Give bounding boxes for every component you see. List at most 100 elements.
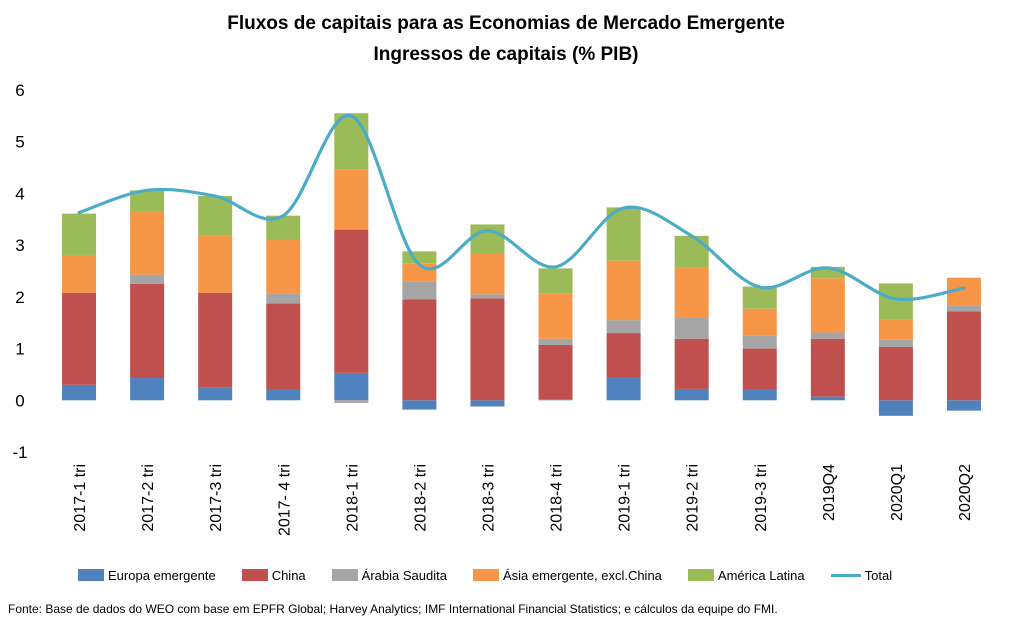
bar-3-8: [606, 260, 641, 321]
legend-item-total: Total: [830, 567, 893, 583]
bar-3-0: [62, 254, 97, 293]
bar-0-6: [470, 400, 505, 407]
legend-item-china: China: [241, 567, 306, 583]
bar-1-4: [334, 229, 369, 373]
bar-3-1: [130, 211, 165, 275]
bar-2-12: [878, 339, 913, 348]
x-tick-label: 2018-2 tri: [412, 464, 429, 532]
bar-4-7: [538, 268, 573, 294]
x-tick-label: 2019Q4: [821, 464, 838, 521]
y-tick-label: 4: [15, 184, 24, 203]
bar-2-1: [130, 274, 165, 284]
bar-3-11: [810, 278, 845, 333]
legend-swatch-latina: [687, 569, 714, 581]
bar-2-10: [742, 335, 777, 349]
bar-1-7: [538, 344, 573, 400]
bar-3-6: [470, 253, 505, 295]
bar-1-11: [810, 338, 845, 397]
bar-0-7: [538, 399, 573, 401]
bar-0-0: [62, 384, 97, 401]
bar-0-4: [334, 372, 369, 401]
bar-0-8: [606, 377, 641, 401]
y-tick-label: 0: [15, 391, 24, 410]
bar-0-1: [130, 378, 165, 401]
y-tick-label: 6: [15, 81, 24, 100]
y-tick-label: 5: [15, 133, 24, 152]
bar-1-3: [266, 303, 301, 390]
chart-title: Fluxos de capitais para as Economias de …: [227, 13, 785, 34]
bar-0-3: [266, 389, 301, 401]
x-tick-label: 2019-1 tri: [617, 464, 634, 532]
y-tick-label: -1: [12, 443, 27, 462]
legend-swatch-asia: [472, 569, 499, 581]
total-line-layer: [77, 114, 966, 302]
bar-1-13: [946, 311, 981, 401]
bar-4-5: [402, 251, 437, 264]
bar-1-0: [62, 292, 97, 385]
bar-1-1: [130, 283, 165, 379]
stacked-bar-chart: -1 0 1 2 3 4 5 6 2017-1 tri 2017-2 tri 2017-3 tri 2…: [12, 81, 981, 536]
legend-swatch-china: [241, 569, 268, 581]
bar-3-10: [742, 308, 777, 336]
bar-4-0: [62, 213, 97, 255]
bar-4-10: [742, 286, 777, 309]
bar-2-5: [402, 281, 437, 300]
legend-label-europa: Europa emergente: [108, 567, 216, 583]
x-tick-label: 2018-1 tri: [344, 464, 361, 532]
bar-0-2: [198, 387, 233, 401]
x-tick-label: 2018-3 tri: [480, 464, 497, 532]
y-tick-label: 2: [15, 288, 24, 307]
legend: Europa emergente China Árabia Saudita Ás…: [78, 566, 918, 584]
bar-0-10: [742, 389, 777, 401]
bar-0-9: [674, 388, 709, 401]
bar-0-12: [878, 400, 913, 416]
bar-2-8: [606, 320, 641, 334]
legend-item-arabia: Árabia Saudita: [331, 567, 447, 583]
bar-4-4: [334, 113, 369, 170]
x-tick-label: 2017-1 tri: [72, 464, 89, 532]
legend-label-china: China: [271, 567, 306, 583]
x-tick-label: 2018-4 tri: [549, 464, 566, 532]
x-tick-label: 2019-2 tri: [685, 464, 702, 532]
legend-swatch-arabia: [331, 569, 358, 581]
source-note: Fonte: Base de dados do WEO com base em …: [8, 602, 778, 616]
bar-0-11: [810, 396, 845, 401]
x-tick-label: 2017- 4 tri: [276, 464, 293, 536]
bar-3-7: [538, 293, 573, 339]
legend-label-arabia: Árabia Saudita: [361, 567, 447, 583]
bar-2-11: [810, 332, 845, 339]
bar-4-1: [130, 190, 165, 212]
y-tick-label: 3: [15, 236, 24, 255]
bar-4-11: [810, 266, 845, 279]
legend-label-asia: Ásia emergente, excl.China: [502, 567, 662, 583]
bar-2-9: [674, 318, 709, 339]
bar-2-3: [266, 293, 301, 304]
bar-4-6: [470, 224, 505, 254]
bar-3-4: [334, 169, 369, 230]
y-tick-label: 1: [15, 340, 24, 359]
bar-1-10: [742, 348, 777, 390]
x-tick-label: 2020Q1: [889, 464, 906, 521]
bar-3-9: [674, 267, 709, 319]
bar-4-9: [674, 235, 709, 268]
bar-3-3: [266, 239, 301, 294]
legend-swatch-europa: [78, 569, 104, 581]
x-tick-label: 2019-3 tri: [753, 464, 770, 532]
bar-4-8: [606, 207, 641, 261]
bar-3-12: [878, 319, 913, 340]
x-tick-label: 2017-2 tri: [140, 464, 157, 532]
bar-1-6: [470, 298, 505, 401]
bar-1-5: [402, 299, 437, 401]
bar-1-8: [606, 333, 641, 378]
bar-4-12: [878, 283, 913, 320]
legend-label-total: Total: [864, 567, 893, 583]
legend-item-latina: América Latina: [687, 568, 805, 583]
bar-1-9: [674, 338, 709, 389]
bar-0-5: [402, 400, 437, 410]
x-tick-label: 2020Q2: [957, 464, 974, 521]
legend-swatch-total: [830, 573, 861, 577]
bars-layer: [62, 113, 981, 416]
bar-2-7: [538, 338, 573, 345]
legend-item-europa: Europa emergente: [78, 568, 216, 583]
bar-2-6: [470, 294, 505, 299]
